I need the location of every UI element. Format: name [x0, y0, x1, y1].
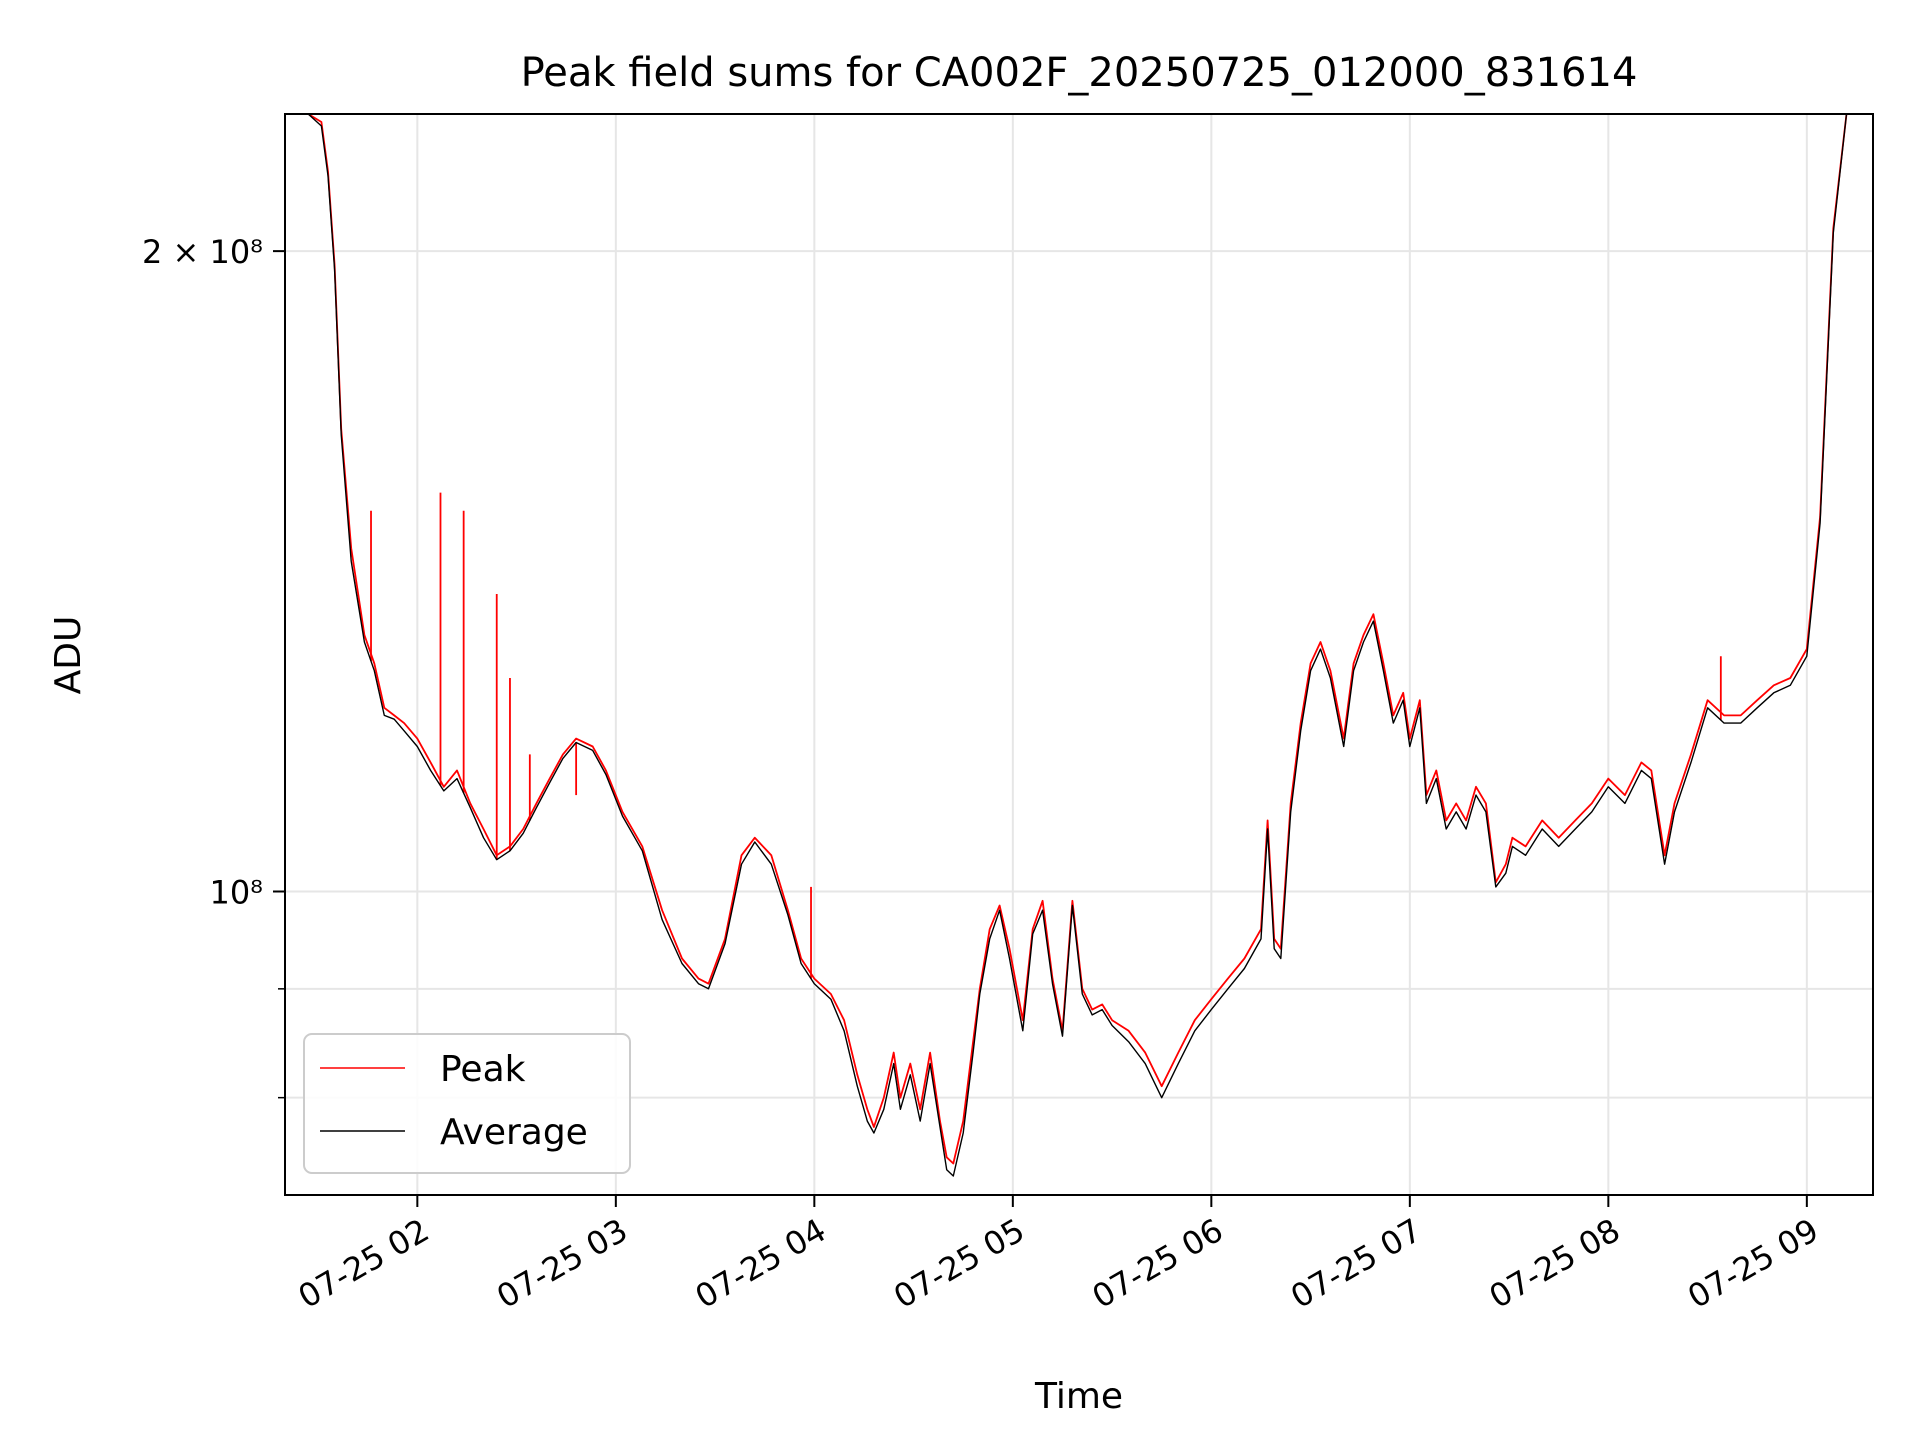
y-tick-label: 10⁸ — [209, 874, 263, 912]
plot-frame — [284, 113, 1874, 1196]
legend-label-average: Average — [440, 1112, 588, 1153]
series-line-peak — [285, 114, 1848, 1165]
chart-legend: Peak Average — [303, 1033, 631, 1174]
chart-title: Peak field sums for CA002F_20250725_0120… — [521, 50, 1638, 96]
series-group — [285, 114, 1848, 1177]
legend-label-peak: Peak — [440, 1049, 526, 1090]
x-axis-label: Time — [1034, 1376, 1123, 1417]
series-layer — [285, 114, 1848, 1177]
series-line-average — [285, 114, 1848, 1177]
y-tick-label: 2 × 10⁸ — [142, 233, 263, 271]
y-axis-label: ADU — [48, 616, 89, 695]
